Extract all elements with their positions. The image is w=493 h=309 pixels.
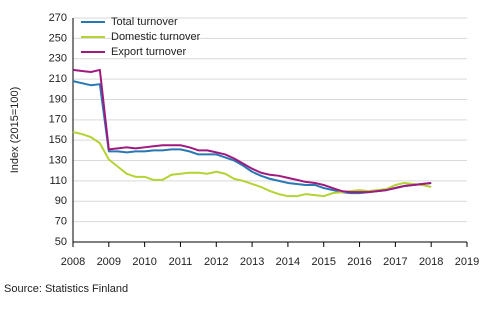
x-tick-label: 2009 (97, 256, 121, 268)
x-tick-label: 2017 (383, 256, 407, 268)
legend-label: Total turnover (111, 16, 178, 28)
y-tick-label: 250 (49, 32, 67, 44)
series-line (72, 131, 432, 198)
y-tick-label: 190 (49, 93, 67, 105)
series-line (72, 68, 432, 194)
y-tick-label: 50 (55, 236, 67, 248)
x-tick-label: 2013 (240, 256, 264, 268)
series-line (72, 80, 432, 195)
x-tick-label: 2010 (132, 256, 156, 268)
y-tick-label: 230 (49, 53, 67, 65)
x-tick-label: 2019 (455, 256, 479, 268)
y-tick-label: 130 (49, 154, 67, 166)
y-tick-label: 150 (49, 134, 67, 146)
x-tick-label: 2015 (311, 256, 335, 268)
y-tick-label: 210 (49, 73, 67, 85)
legend-label: Domestic turnover (111, 31, 201, 43)
x-tick-label: 2014 (276, 256, 300, 268)
x-tick-label: 2018 (419, 256, 443, 268)
x-tick-label: 2012 (204, 256, 228, 268)
y-tick-label: 270 (49, 12, 67, 24)
source: Source: Statistics Finland (4, 283, 128, 295)
x-tick-label: 2008 (61, 256, 85, 268)
y-tick-label: 90 (55, 195, 67, 207)
y-tick-label: 110 (49, 175, 67, 187)
y-tick-label: 70 (55, 216, 67, 228)
y-tick-label: 170 (49, 114, 67, 126)
x-tick-label: 2011 (169, 256, 193, 268)
y-axis-label: Index (2015=100) (9, 87, 21, 174)
x-tick-label: 2016 (347, 256, 371, 268)
legend-label: Export turnover (111, 46, 187, 58)
